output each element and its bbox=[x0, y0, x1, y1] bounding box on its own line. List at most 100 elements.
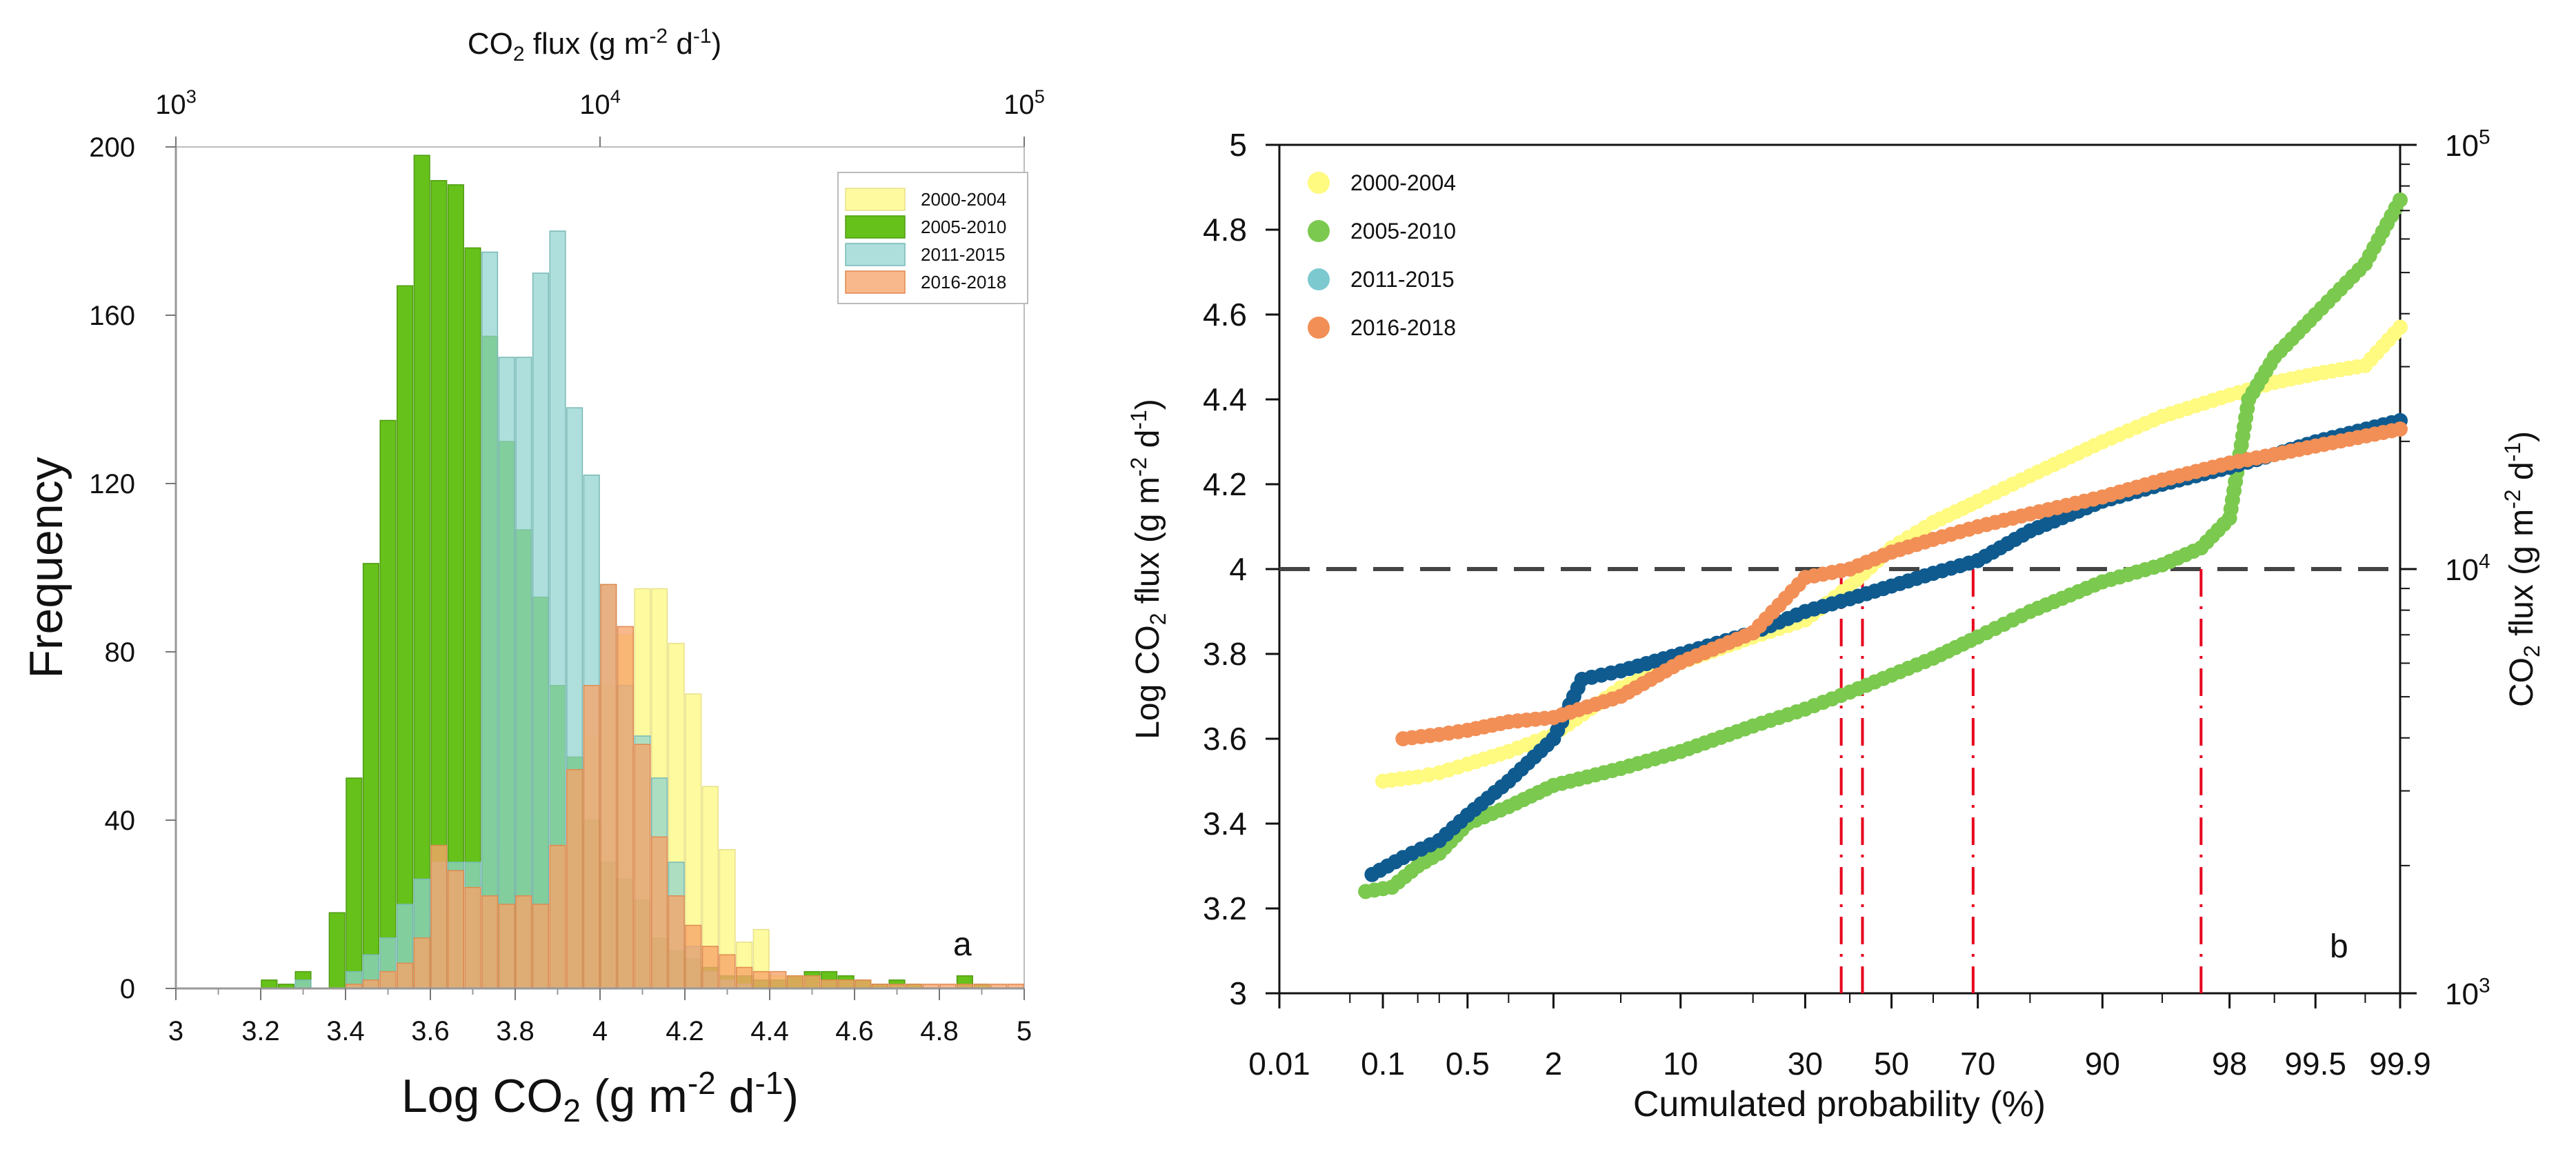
x-tick-label: 4.6 bbox=[835, 1016, 874, 1046]
right-tick-label: 103 bbox=[2445, 974, 2490, 1011]
series-2011-2015 bbox=[1364, 412, 2408, 882]
panel-a-x-axis-label: Log CO2 (g m-2 d-1) bbox=[401, 1065, 799, 1128]
legend-swatch-2011-2015 bbox=[845, 243, 906, 266]
panel-b-legend: 2000-2004 2005-2010 2011-2015 2016-2018 bbox=[1308, 170, 1456, 340]
panel-b-points bbox=[1358, 192, 2408, 899]
x-tick-label: 4.4 bbox=[750, 1016, 789, 1046]
bar-2016-2018-3.48 bbox=[379, 971, 397, 989]
panel-a-top-axis-label: CO2 flux (g m-2 d-1) bbox=[468, 25, 721, 66]
right-tick-label: 105 bbox=[2445, 126, 2490, 163]
bar-2011-2015-3.72 bbox=[481, 251, 499, 989]
bar-2016-2018-3.64 bbox=[447, 870, 464, 989]
top-tick-label: 104 bbox=[579, 86, 621, 120]
y-tick-label: 3.8 bbox=[1203, 636, 1247, 672]
x-tick-label: 90 bbox=[2085, 1046, 2120, 1082]
y-tick-label: 4.4 bbox=[1203, 381, 1247, 417]
bar-2016-2018-4.4 bbox=[770, 971, 787, 989]
series-2016-2018 bbox=[1395, 421, 2408, 746]
panel-b-y-ticks: 3 3.2 3.4 3.6 3.8 4 4.2 4.4 4.6 4.8 5 bbox=[1203, 127, 1279, 1011]
legend-marker-2011-2015 bbox=[1308, 268, 1330, 290]
point bbox=[2393, 421, 2408, 437]
right-tick-label: 104 bbox=[2445, 550, 2490, 587]
panel-a-x-ticks: 3 3.2 3.4 3.6 3.8 4 4.2 4.4 4.6 4.8 5 bbox=[168, 988, 1032, 1046]
bar-2016-2018-3.88 bbox=[549, 844, 566, 989]
panel-b-right-axis-label: CO2 flux (g m-2 d-1) bbox=[2500, 431, 2544, 707]
panel-b-y-axis-label: Log CO2 flux (g m-2 d-1) bbox=[1126, 399, 1170, 739]
bar-2016-2018-3.52 bbox=[397, 962, 414, 989]
legend-swatch-2005-2010 bbox=[845, 215, 906, 239]
bar-2016-2018-3.84 bbox=[532, 904, 549, 989]
legend-swatch-2016-2018 bbox=[845, 270, 906, 294]
bar-2016-2018-4.52 bbox=[821, 979, 838, 989]
legend-label: 2005-2010 bbox=[1350, 219, 1456, 243]
y-tick-label: 4.2 bbox=[1203, 466, 1247, 502]
legend-label: 2011-2015 bbox=[1350, 267, 1455, 292]
x-tick-label: 2 bbox=[1545, 1046, 1563, 1082]
bar-2016-2018-3.96 bbox=[583, 685, 600, 989]
bar-2016-2018-4.2 bbox=[685, 924, 702, 989]
x-tick-label: 4.2 bbox=[666, 1016, 704, 1046]
panel-a-y-ticks: 0 40 80 120 160 200 bbox=[89, 132, 176, 1004]
bar-2005-2010-3.4 bbox=[346, 777, 363, 989]
y-tick-label: 3.4 bbox=[1203, 806, 1247, 842]
top-tick-label: 105 bbox=[1004, 86, 1045, 120]
bar-2016-2018-4.56 bbox=[837, 979, 855, 989]
bar-2005-2010-3.44 bbox=[362, 563, 379, 989]
bar-2016-2018-3.56 bbox=[413, 937, 430, 989]
x-tick-label: 99.5 bbox=[2284, 1046, 2346, 1082]
x-tick-label: 3.4 bbox=[326, 1016, 365, 1046]
panel-b-label: b bbox=[2330, 928, 2348, 965]
bar-2016-2018-3.6 bbox=[430, 844, 448, 989]
bar-2011-2015-3.8 bbox=[515, 357, 532, 989]
x-tick-label: 0.5 bbox=[1446, 1046, 1490, 1082]
bar-2016-2018-3.44 bbox=[362, 979, 379, 989]
bar-2016-2018-4.48 bbox=[803, 975, 821, 989]
bar-2016-2018-4.08 bbox=[634, 744, 651, 989]
bar-2005-2010-3.52 bbox=[397, 285, 414, 989]
x-tick-label: 5 bbox=[1017, 1016, 1032, 1046]
y-tick-label: 3 bbox=[1229, 975, 1247, 1011]
y-tick-label: 0 bbox=[120, 974, 135, 1004]
panel-b-x-axis-label: Cumulated probability (%) bbox=[1633, 1084, 2046, 1124]
x-tick-label: 10 bbox=[1663, 1046, 1698, 1082]
legend-marker-2000-2004 bbox=[1308, 172, 1330, 194]
panel-a-y-axis-label: Frequency bbox=[20, 457, 72, 678]
x-tick-label: 98 bbox=[2212, 1046, 2247, 1082]
y-tick-label: 4.6 bbox=[1203, 297, 1247, 332]
y-tick-label: 80 bbox=[105, 637, 136, 668]
bar-2016-2018-4.6 bbox=[855, 979, 872, 989]
x-tick-label: 3.8 bbox=[496, 1016, 535, 1046]
top-tick-label: 103 bbox=[155, 86, 197, 120]
legend-label: 2005-2010 bbox=[921, 217, 1006, 237]
bar-2016-2018-4.12 bbox=[651, 836, 668, 989]
y-tick-label: 120 bbox=[89, 469, 135, 499]
bar-2005-2010-3.36 bbox=[328, 912, 346, 989]
panel-a-top-ticks: 103 104 105 bbox=[155, 86, 1045, 147]
x-tick-label: 3 bbox=[168, 1016, 183, 1046]
bar-2011-2015-3.76 bbox=[498, 357, 515, 989]
y-tick-label: 160 bbox=[89, 301, 135, 331]
x-tick-label: 4.8 bbox=[920, 1016, 959, 1046]
y-tick-label: 200 bbox=[89, 132, 135, 163]
legend-label: 2000-2004 bbox=[1350, 170, 1456, 195]
legend-label: 2000-2004 bbox=[921, 189, 1006, 210]
bar-2016-2018-4.16 bbox=[668, 895, 685, 989]
panel-b-x-ticks: 0.01 0.1 0.5 2 10 30 50 70 90 98 99.5 99.9 bbox=[1248, 993, 2431, 1082]
x-tick-label: 4 bbox=[592, 1016, 608, 1046]
bar-2016-2018-4.44 bbox=[786, 975, 803, 989]
x-tick-label: 30 bbox=[1788, 1046, 1823, 1082]
y-tick-label: 40 bbox=[105, 806, 136, 836]
bar-2016-2018-4.24 bbox=[701, 946, 719, 989]
x-tick-label: 70 bbox=[1960, 1046, 1995, 1082]
bar-2016-2018-3.76 bbox=[498, 904, 515, 989]
y-tick-label: 3.2 bbox=[1203, 891, 1247, 926]
panel-a-bars bbox=[261, 155, 1024, 989]
y-tick-label: 4 bbox=[1229, 551, 1247, 587]
panel-a: 3 3.2 3.4 3.6 3.8 4 4.2 4.4 4.6 4.8 5 0 40 80 120 160 2… bbox=[20, 25, 1045, 1128]
x-tick-label: 0.1 bbox=[1361, 1046, 1405, 1082]
legend-marker-2005-2010 bbox=[1308, 220, 1330, 242]
x-tick-label: 3.2 bbox=[241, 1016, 280, 1046]
point bbox=[2393, 319, 2408, 335]
bar-2011-2015-3.84 bbox=[532, 272, 549, 989]
